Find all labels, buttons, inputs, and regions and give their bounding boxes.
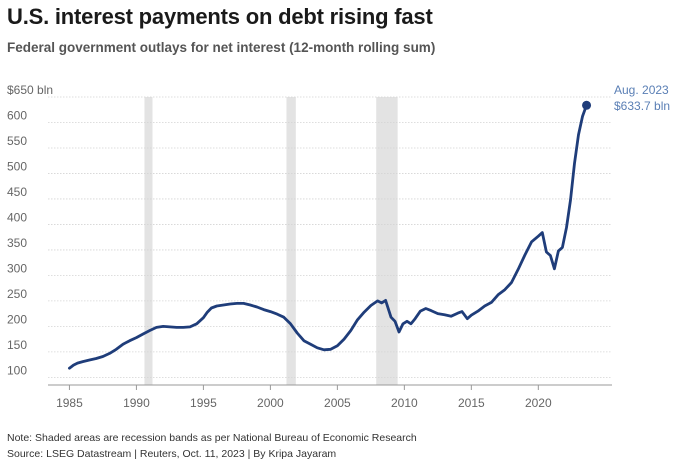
y-tick-label-100: 100: [7, 363, 27, 377]
recession-band-3: [376, 97, 398, 385]
y-tick-label-600: 600: [7, 108, 27, 122]
y-tick-label-250: 250: [7, 287, 27, 301]
latest-value-marker: [582, 100, 592, 110]
y-tick-label-150: 150: [7, 338, 27, 352]
x-tick-label-2005: 2005: [324, 396, 351, 410]
y-tick-label-550: 550: [7, 134, 27, 148]
x-tick-label-2000: 2000: [257, 396, 284, 410]
x-tick-label-2015: 2015: [458, 396, 485, 410]
y-tick-label-350: 350: [7, 236, 27, 250]
y-tick-label-200: 200: [7, 312, 27, 326]
recession-band-2: [286, 97, 296, 385]
y-tick-label-400: 400: [7, 210, 27, 224]
x-tick-label-1995: 1995: [190, 396, 217, 410]
x-tick-label-2020: 2020: [525, 396, 552, 410]
source-line: Source: LSEG Datastream | Reuters, Oct. …: [7, 448, 337, 460]
chart-subtitle: Federal government outlays for net inter…: [7, 40, 436, 55]
series-line-1: [68, 103, 588, 370]
annotation-label-1: Aug. 2023: [614, 83, 669, 97]
chart-title: U.S. interest payments on debt rising fa…: [7, 4, 433, 29]
recession-band-1: [144, 97, 153, 385]
y-tick-label-650: $650 bln: [7, 83, 53, 97]
footnote: Note: Shaded areas are recession bands a…: [7, 432, 417, 444]
x-tick-label-2010: 2010: [391, 396, 418, 410]
x-tick-label-1990: 1990: [123, 396, 150, 410]
x-tick-label-1985: 1985: [56, 396, 83, 410]
y-tick-label-450: 450: [7, 185, 27, 199]
y-tick-label-300: 300: [7, 261, 27, 275]
y-tick-label-500: 500: [7, 159, 27, 173]
annotation-label-2: $633.7 bln: [614, 99, 670, 113]
